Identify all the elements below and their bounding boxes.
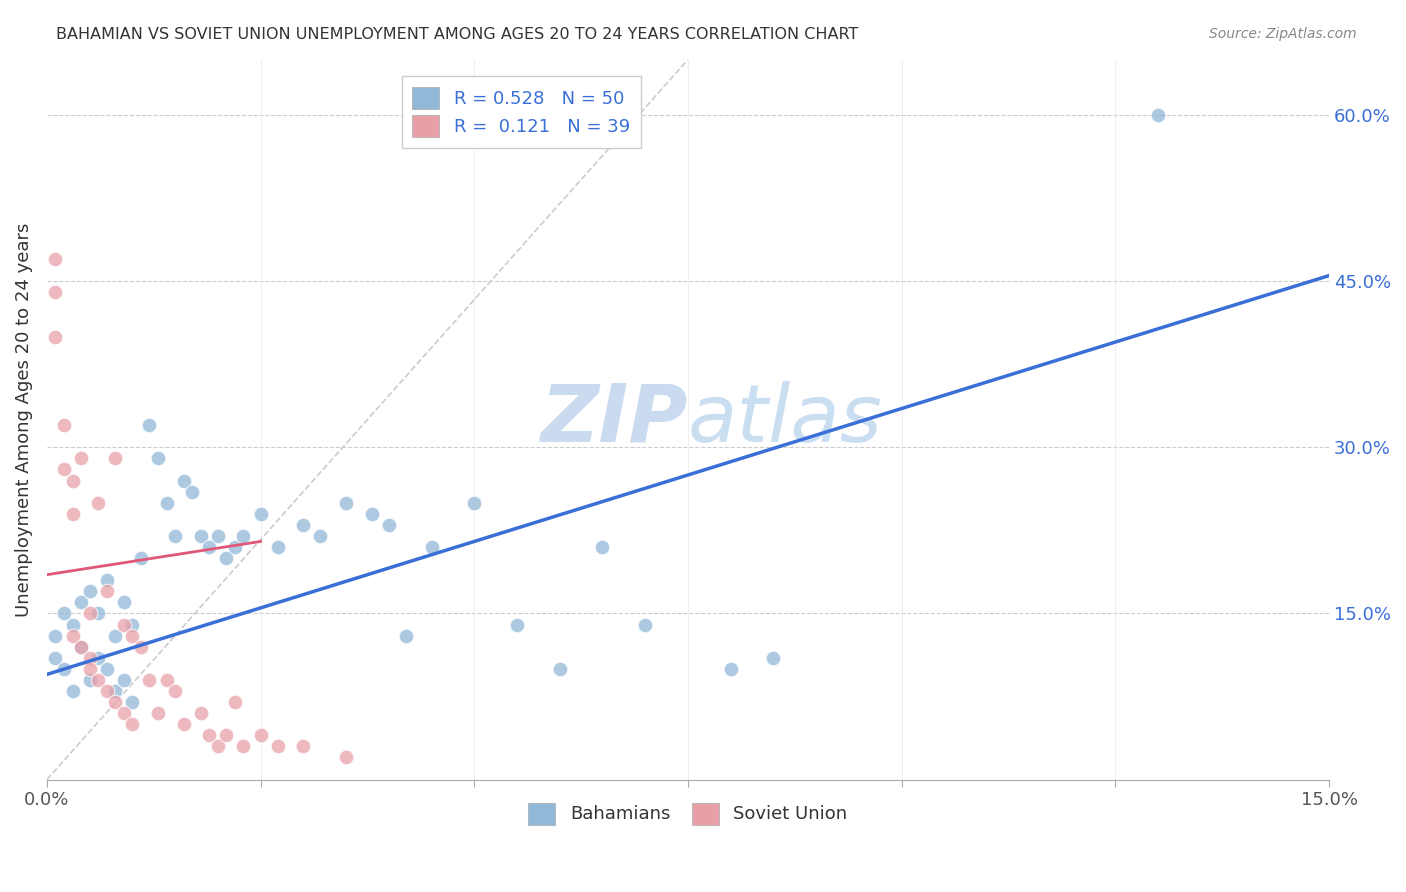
Point	[360, 507, 382, 521]
Point	[165, 529, 187, 543]
Point	[62, 684, 84, 698]
Point	[266, 540, 288, 554]
Legend: Bahamians, Soviet Union: Bahamians, Soviet Union	[517, 792, 859, 836]
Point	[129, 551, 152, 566]
Point	[190, 706, 212, 720]
Point	[420, 540, 443, 554]
Point	[79, 650, 101, 665]
Point	[146, 451, 169, 466]
Point	[232, 739, 254, 754]
Point	[207, 739, 229, 754]
Point	[62, 629, 84, 643]
Point	[138, 673, 160, 687]
Point	[112, 673, 135, 687]
Point	[138, 418, 160, 433]
Point	[224, 695, 246, 709]
Point	[62, 474, 84, 488]
Point	[62, 617, 84, 632]
Point	[70, 451, 93, 466]
Point	[87, 496, 110, 510]
Point	[96, 662, 118, 676]
Point	[104, 695, 127, 709]
Point	[121, 695, 143, 709]
Point	[198, 728, 221, 742]
Point	[79, 662, 101, 676]
Point	[165, 684, 187, 698]
Point	[70, 640, 93, 654]
Text: ZIP: ZIP	[540, 381, 688, 458]
Point	[762, 650, 785, 665]
Point	[309, 529, 332, 543]
Point	[224, 540, 246, 554]
Point	[87, 650, 110, 665]
Point	[173, 717, 195, 731]
Point	[249, 507, 271, 521]
Point	[53, 418, 76, 433]
Point	[53, 462, 76, 476]
Point	[266, 739, 288, 754]
Point	[146, 706, 169, 720]
Point	[44, 285, 66, 300]
Point	[129, 640, 152, 654]
Point	[292, 517, 315, 532]
Point	[155, 673, 177, 687]
Point	[87, 673, 110, 687]
Point	[112, 595, 135, 609]
Point	[506, 617, 529, 632]
Point	[44, 650, 66, 665]
Point	[198, 540, 221, 554]
Point	[44, 252, 66, 266]
Point	[121, 629, 143, 643]
Point	[44, 629, 66, 643]
Text: Source: ZipAtlas.com: Source: ZipAtlas.com	[1209, 27, 1357, 41]
Point	[463, 496, 485, 510]
Point	[395, 629, 418, 643]
Point	[112, 706, 135, 720]
Point	[207, 529, 229, 543]
Text: atlas: atlas	[688, 381, 883, 458]
Point	[44, 329, 66, 343]
Point	[112, 617, 135, 632]
Y-axis label: Unemployment Among Ages 20 to 24 years: Unemployment Among Ages 20 to 24 years	[15, 222, 32, 616]
Point	[181, 484, 204, 499]
Point	[335, 496, 357, 510]
Point	[70, 595, 93, 609]
Point	[190, 529, 212, 543]
Point	[1147, 108, 1170, 122]
Point	[53, 607, 76, 621]
Point	[121, 717, 143, 731]
Point	[104, 451, 127, 466]
Point	[121, 617, 143, 632]
Point	[378, 517, 401, 532]
Text: BAHAMIAN VS SOVIET UNION UNEMPLOYMENT AMONG AGES 20 TO 24 YEARS CORRELATION CHAR: BAHAMIAN VS SOVIET UNION UNEMPLOYMENT AM…	[56, 27, 859, 42]
Point	[79, 673, 101, 687]
Point	[548, 662, 571, 676]
Point	[720, 662, 742, 676]
Point	[96, 584, 118, 599]
Point	[53, 662, 76, 676]
Point	[249, 728, 271, 742]
Point	[292, 739, 315, 754]
Point	[232, 529, 254, 543]
Point	[173, 474, 195, 488]
Point	[215, 728, 238, 742]
Point	[215, 551, 238, 566]
Point	[96, 573, 118, 587]
Point	[79, 584, 101, 599]
Point	[155, 496, 177, 510]
Point	[634, 617, 657, 632]
Point	[104, 629, 127, 643]
Point	[335, 750, 357, 764]
Point	[79, 607, 101, 621]
Point	[87, 607, 110, 621]
Point	[62, 507, 84, 521]
Point	[104, 684, 127, 698]
Point	[96, 684, 118, 698]
Point	[592, 540, 614, 554]
Point	[70, 640, 93, 654]
